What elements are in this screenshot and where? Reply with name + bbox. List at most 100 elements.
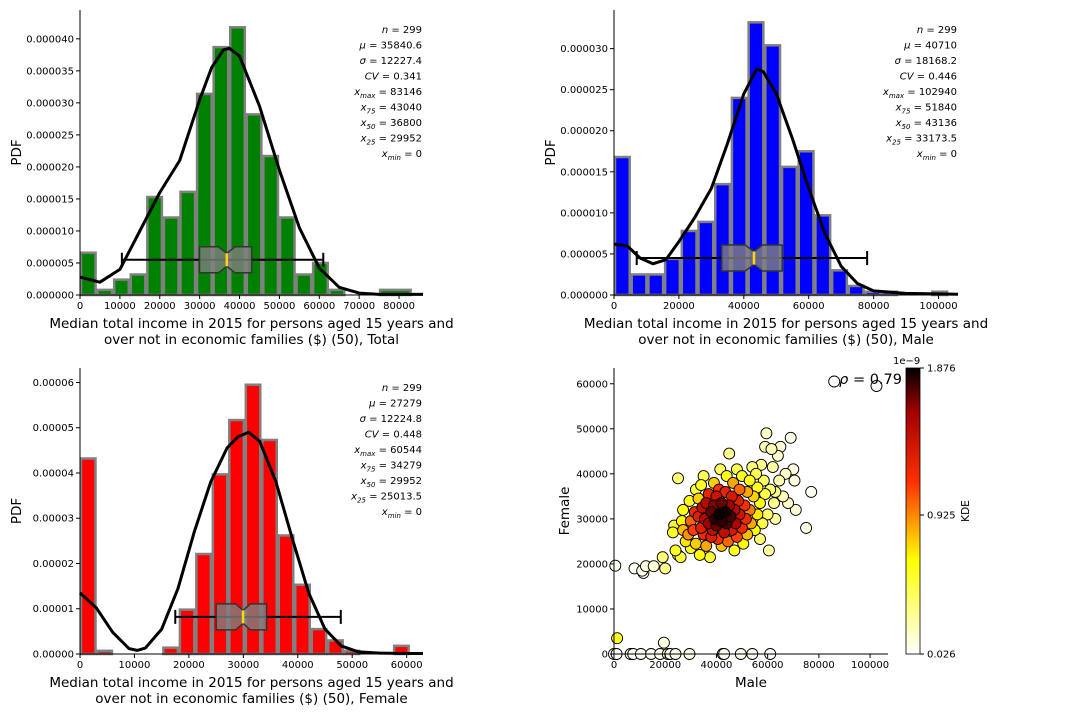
histogram-male-bar: [847, 284, 865, 297]
scatter-male-female-point: [700, 539, 713, 552]
histogram-male-boxplot: [635, 244, 869, 272]
scatter-male-female-point: [672, 472, 684, 485]
colorbar-tick-label: 0.026: [927, 650, 956, 661]
scatter-male-female-point: [759, 488, 772, 501]
histogram-female-x-tick-label: 10000: [119, 660, 151, 671]
scatter-male-female-point: [611, 632, 624, 645]
scatter-male-female-y-tick-label: 10000: [576, 604, 608, 615]
histogram-female-stat-line: xmin = 0: [381, 507, 422, 520]
scatter-male-female-point: [659, 562, 672, 575]
histogram-total-stat-line: xmin = 0: [381, 149, 422, 162]
histogram-male-bar: [830, 269, 849, 297]
histogram-female-bar: [293, 583, 311, 656]
histogram-male-bar: [680, 229, 698, 297]
scatter-male-female-point: [760, 427, 773, 440]
scatter-male-female-point: [666, 526, 679, 539]
scatter-male-female-point: [765, 443, 778, 456]
histogram-total-y-tick-label: 0.000015: [26, 194, 74, 205]
histogram-male-y-tick-label: 0.000000: [560, 291, 608, 302]
colorbar-tick-label: 1.876: [927, 364, 956, 375]
scatter-male-female-point: [656, 551, 669, 564]
histogram-total-y-tick-label: 0.000035: [26, 66, 74, 77]
scatter-male-female-point: [669, 544, 682, 557]
histogram-female-boxplot: [174, 603, 342, 631]
histogram-total-x-axis-label: over not in economic families ($) (50), …: [104, 332, 399, 348]
histogram-total-stat-line: n = 299: [382, 25, 422, 36]
scatter-male-female-point: [704, 551, 716, 564]
scatter-male-female-point: [805, 485, 818, 498]
scatter-male-female-point: [773, 474, 786, 487]
histogram-male-panel: 0 20000 40000 60000 80000 100000 0.000000 0.000…: [543, 10, 988, 348]
histogram-total-bar: [295, 273, 313, 297]
scatter-male-female-point: [754, 533, 766, 546]
scatter-male-female-point: [728, 544, 741, 557]
histogram-male-bar: [797, 150, 815, 297]
scatter-male-female-point: [784, 431, 797, 444]
scatter-male-female-point: [693, 548, 706, 561]
colorbar-gradient: [905, 367, 921, 655]
histogram-total-stat-line: σ = 12227.4: [360, 56, 422, 67]
histogram-total-bar: [79, 251, 97, 297]
scatter-male-female-y-tick-label: 20000: [576, 559, 608, 570]
histogram-total-stat-line: xmax = 83146: [353, 87, 422, 100]
histogram-total-x-tick-label: 50000: [264, 301, 296, 312]
scatter-male-female-y-tick-label: 0: [602, 650, 608, 661]
histogram-male-stat-line: σ = 18168.2: [895, 56, 957, 67]
histogram-male-bar: [663, 257, 682, 297]
histogram-male-y-axis-label: PDF: [543, 139, 559, 165]
histogram-female-stat-line: x25 = 25013.5: [350, 492, 422, 505]
histogram-male-bar: [613, 155, 631, 297]
scatter-male-female-point: [743, 474, 756, 487]
histogram-male-y-tick-label: 0.000015: [560, 167, 608, 178]
histogram-male-stat-line: CV = 0.446: [900, 72, 957, 83]
histogram-male-x-axis-label: Median total income in 2015 for persons …: [584, 316, 988, 332]
histogram-male-bar: [780, 165, 798, 297]
histogram-total-x-tick-label: 20000: [144, 301, 176, 312]
scatter-male-female-point: [800, 521, 813, 534]
histogram-male-bar: [647, 273, 665, 297]
histogram-female-bar: [162, 646, 180, 656]
histogram-total-bar: [162, 216, 180, 297]
histogram-total-x-tick-label: 70000: [343, 301, 375, 312]
scatter-male-female-point: [768, 497, 780, 510]
histogram-total-bar: [96, 288, 114, 297]
histogram-total-kde-line: [79, 46, 423, 296]
histogram-female-y-tick-label: 0.00001: [33, 604, 74, 615]
scatter-male-female-x-tick-label: 60000: [752, 660, 784, 671]
histogram-male-stat-line: μ = 40710: [903, 41, 957, 52]
histogram-male-bar: [630, 273, 648, 297]
scatter-male-female-x-axis-label: Male: [735, 675, 767, 691]
histogram-total-y-tick-label: 0.000025: [26, 130, 74, 141]
histogram-total-bar: [278, 216, 296, 297]
histogram-female-stat-line: x50 = 29952: [360, 476, 422, 489]
histogram-male-x-tick-label: 60000: [793, 301, 825, 312]
histogram-female-x-axis-label: Median total income in 2015 for persons …: [49, 675, 453, 691]
histogram-female-stat-line: x75 = 34279: [360, 461, 422, 474]
histogram-female-y-axis-label: PDF: [9, 498, 25, 524]
scatter-male-female-point: [828, 375, 841, 388]
histogram-female-y-tick-label: 0.00004: [33, 468, 74, 479]
colorbar-exponent-label: 1e−9: [893, 356, 920, 367]
scatter-male-female-point: [689, 537, 702, 550]
scatter-male-female-point: [657, 636, 670, 649]
scatter-male-female-point: [756, 517, 769, 530]
histogram-male-stat-line: x75 = 51840: [895, 103, 957, 116]
scatter-male-female-point: [766, 461, 779, 474]
scatter-male-female-y-tick-label: 60000: [576, 379, 608, 390]
histogram-female-bar: [310, 627, 328, 656]
histogram-female-kde-line: [78, 430, 423, 655]
histogram-total-x-tick-label: 40000: [224, 301, 256, 312]
scatter-male-female-y-tick-label: 50000: [576, 424, 608, 435]
scatter-male-female-colorbar: 0.026 0.925 1.876 1e−9 KDE: [893, 356, 972, 661]
histogram-total-x-tick-label: 0: [77, 301, 83, 312]
scatter-male-female-y-axis-label: Female: [557, 487, 573, 536]
histogram-female-x-tick-label: 30000: [227, 660, 259, 671]
histogram-total-stat-line: CV = 0.341: [365, 72, 422, 83]
scatter-male-female-point: [677, 503, 690, 516]
histogram-female-bar: [277, 534, 295, 656]
histogram-male-x-tick-label: 0: [611, 301, 617, 312]
histogram-male-bar: [713, 182, 732, 297]
histogram-female-stat-line: CV = 0.448: [365, 430, 422, 441]
histogram-total-bar: [129, 273, 147, 297]
histogram-female-bar: [326, 639, 344, 656]
